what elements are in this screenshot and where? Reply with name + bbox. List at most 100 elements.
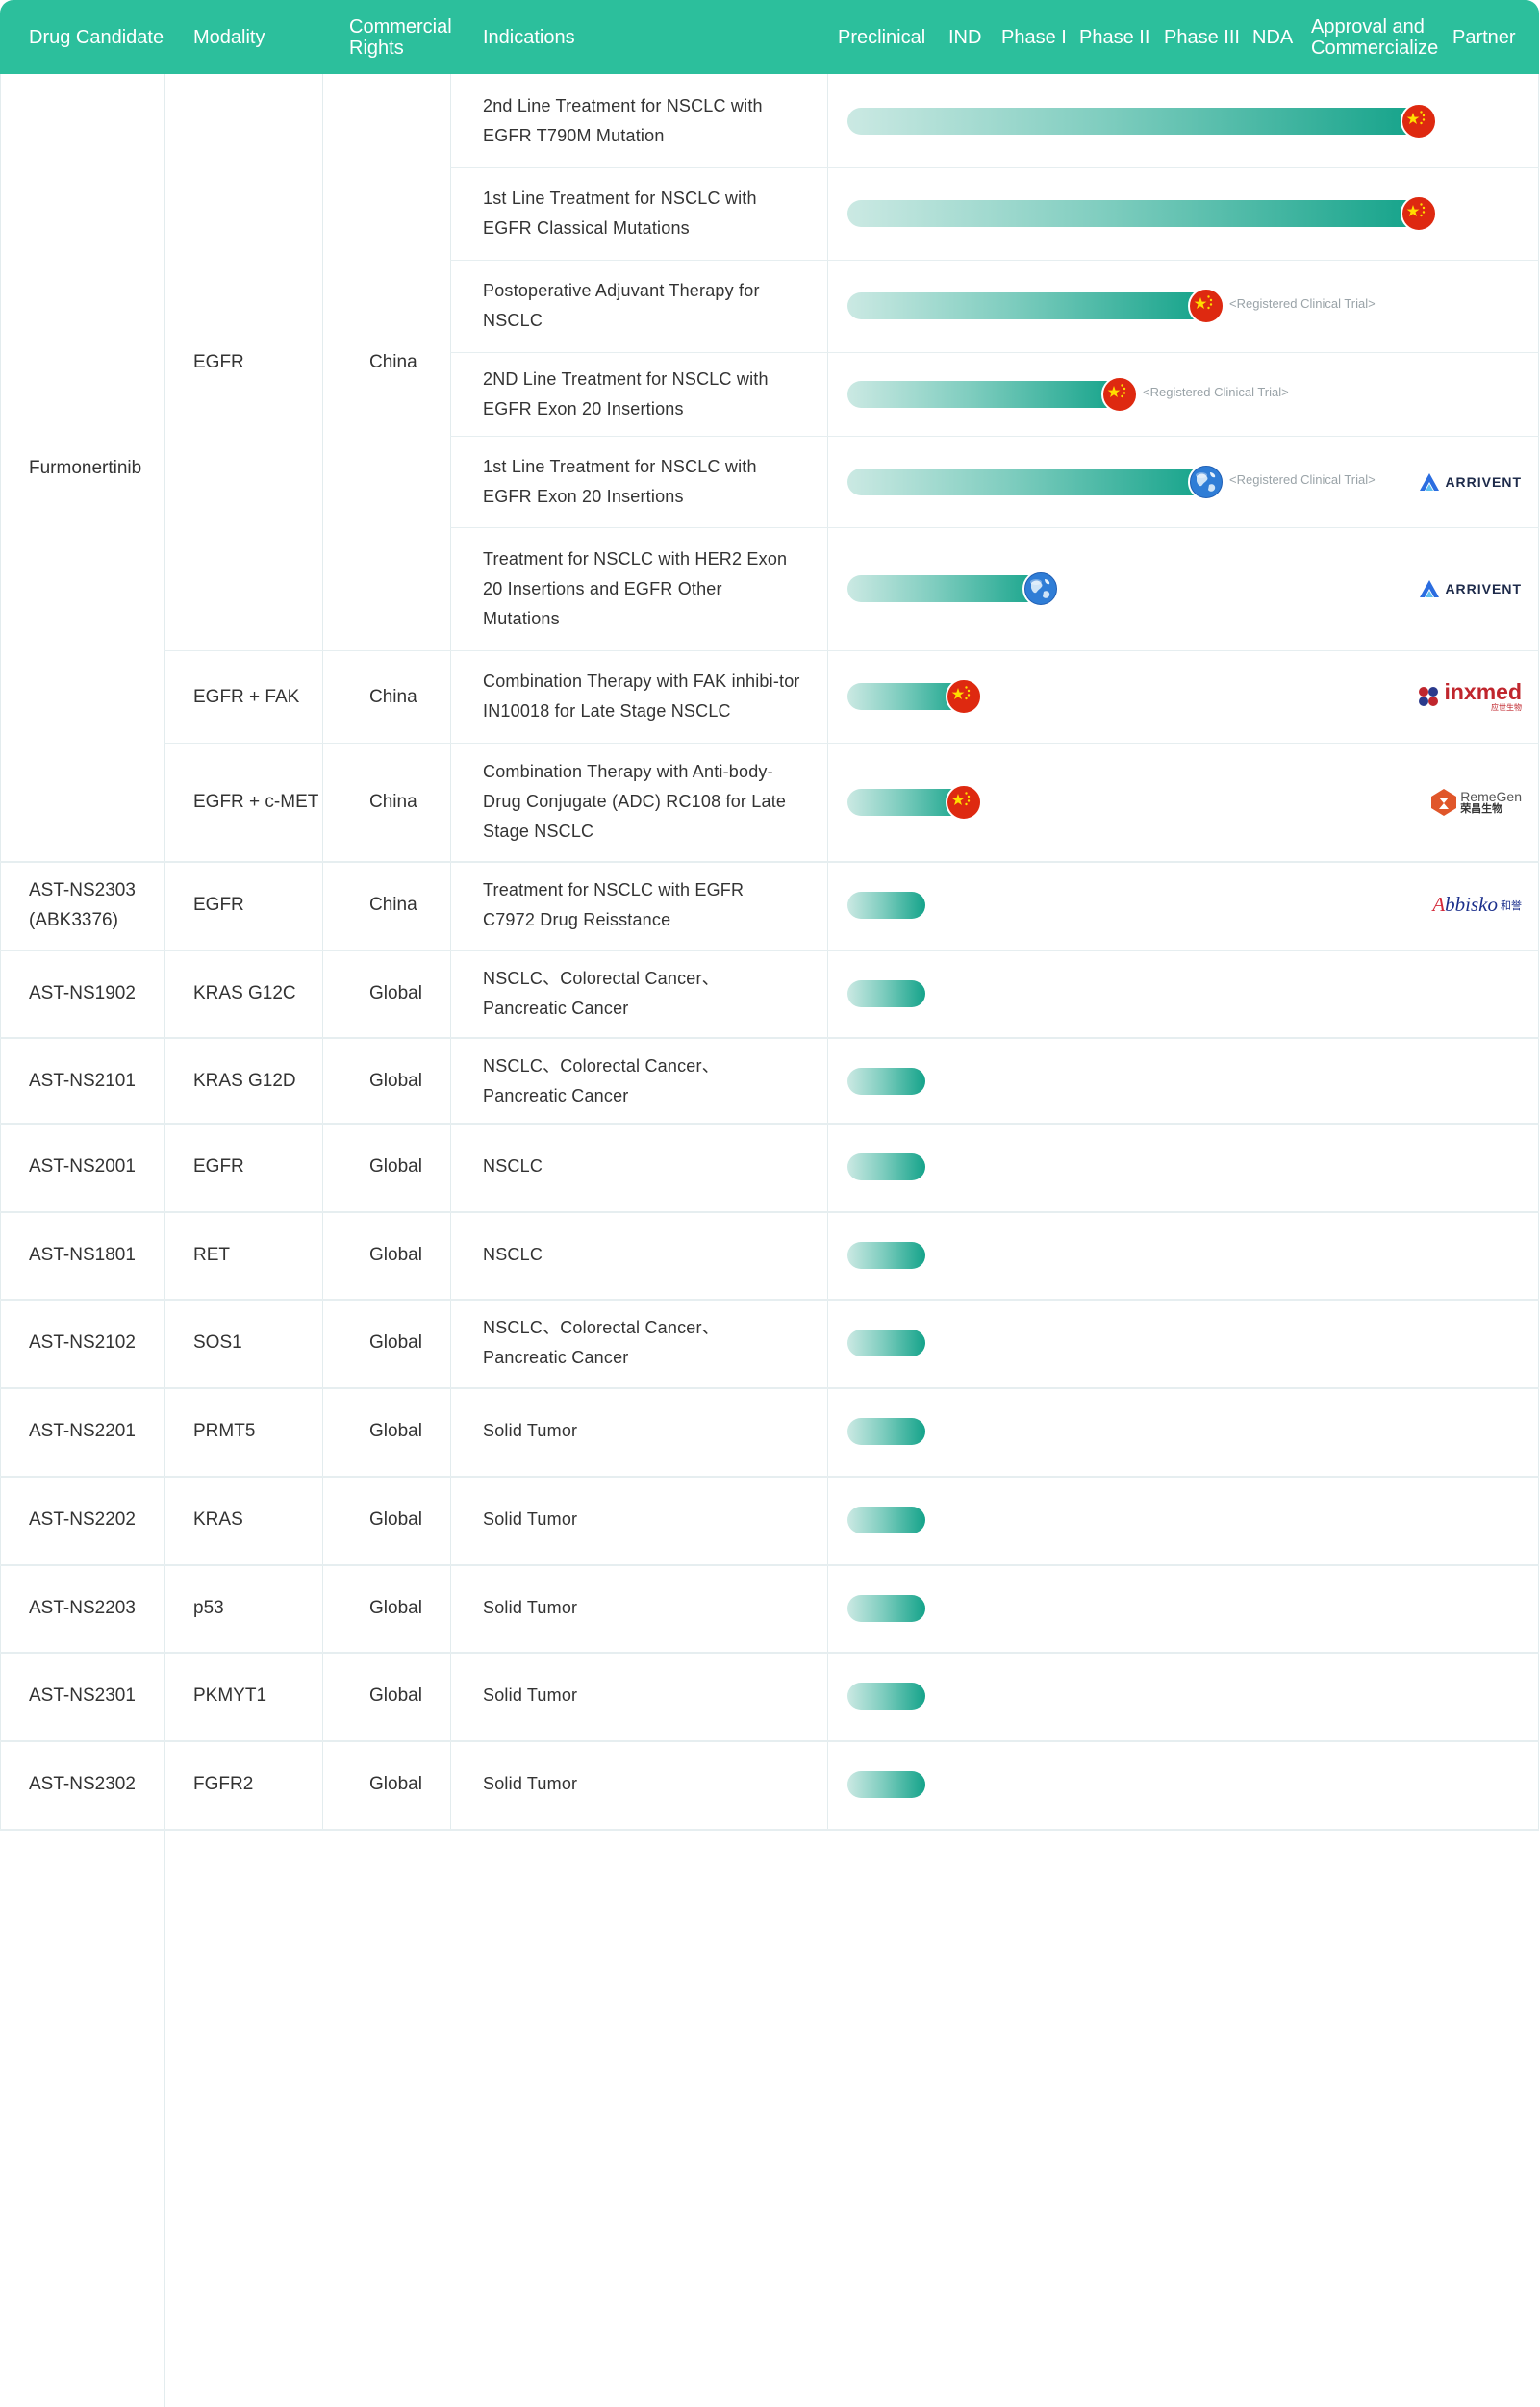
header-indications: Indications xyxy=(483,26,575,48)
rights-cell: Global xyxy=(369,1509,422,1530)
row-divider xyxy=(0,1299,1539,1301)
progress-bar xyxy=(847,468,1206,495)
progress-bar xyxy=(847,1682,925,1710)
drug-name: AST-NS2203 xyxy=(29,1598,136,1618)
globe-icon xyxy=(1022,570,1059,607)
indication-text: 2nd Line Treatment for NSCLC with EGFR T… xyxy=(483,95,763,145)
rights-cell: Global xyxy=(369,1071,422,1091)
header-ind: IND xyxy=(948,26,982,48)
header-partner: Partner xyxy=(1452,26,1516,48)
drug-name: AST-NS2301 xyxy=(29,1685,136,1706)
rights-cell: Global xyxy=(369,1685,422,1706)
china-flag-icon xyxy=(1401,102,1437,139)
globe-icon xyxy=(1188,463,1224,500)
modality-cell: RET xyxy=(193,1245,230,1265)
partner-logo: inxmed 应世生物 xyxy=(1417,650,1522,743)
header-phase-2: Phase II xyxy=(1079,26,1150,48)
indication-text: NSCLC、Colorectal Cancer、Pancreatic Cance… xyxy=(483,1317,720,1367)
progress-bar xyxy=(847,1770,925,1798)
drug-name: AST-NS2001 xyxy=(29,1156,136,1177)
row-divider xyxy=(164,743,1539,744)
indication-text: Solid Tumor xyxy=(483,1598,578,1617)
drug-name: AST-NS2303 (ABK3376) xyxy=(29,879,136,930)
indication-text: Postoperative Adjuvant Therapy for NSCLC xyxy=(483,281,760,330)
modality-cell: KRAS G12C xyxy=(193,983,296,1003)
drug-name-furmonertinib: Furmonertinib xyxy=(29,457,142,478)
indication-text: Solid Tumor xyxy=(483,1685,578,1705)
progress-bar xyxy=(847,1329,925,1356)
china-flag-icon xyxy=(946,783,982,821)
column-divider xyxy=(164,650,165,2407)
partner-logo: ARRIVENT xyxy=(1418,436,1522,527)
progress-bar xyxy=(847,979,925,1007)
table-border xyxy=(1538,74,1539,1831)
row-divider xyxy=(0,1037,1539,1039)
rights-cell: China xyxy=(369,352,417,372)
partner-logo: RemeGen 荣昌生物 xyxy=(1430,743,1522,861)
indication-text: 1st Line Treatment for NSCLC with EGFR C… xyxy=(483,189,757,238)
modality-cell: SOS1 xyxy=(193,1332,242,1353)
registered-trial-note: <Registered Clinical Trial> xyxy=(1229,296,1376,311)
rights-cell: Global xyxy=(369,1421,422,1441)
indication-text: 2ND Line Treatment for NSCLC with EGFR E… xyxy=(483,368,769,418)
row-divider xyxy=(0,1123,1539,1125)
indication-text: Solid Tumor xyxy=(483,1774,578,1793)
partner-name: ARRIVENT xyxy=(1445,473,1522,490)
row-divider xyxy=(450,167,1539,168)
row-divider xyxy=(0,861,1539,863)
row-divider xyxy=(0,1740,1539,1742)
partner-name: inxmed xyxy=(1444,678,1522,704)
modality-cell: EGFR xyxy=(193,895,244,915)
drug-name: AST-NS1801 xyxy=(29,1245,136,1265)
progress-bar xyxy=(847,1417,925,1445)
progress-bar xyxy=(847,683,964,710)
column-divider xyxy=(164,74,165,861)
registered-trial-note: <Registered Clinical Trial> xyxy=(1229,471,1376,487)
indication-text: NSCLC、Colorectal Cancer、Pancreatic Cance… xyxy=(483,968,720,1018)
rights-cell: Global xyxy=(369,983,422,1003)
header-nda: NDA xyxy=(1252,26,1294,48)
header-commercial-rights: Commercial Rights xyxy=(349,15,452,59)
header-modality: Modality xyxy=(193,26,265,48)
rights-cell: Global xyxy=(369,1598,422,1618)
modality-cell: PRMT5 xyxy=(193,1421,256,1441)
china-flag-icon xyxy=(1401,195,1437,232)
row-divider xyxy=(0,1211,1539,1213)
column-divider xyxy=(827,74,828,1831)
modality-cell: KRAS xyxy=(193,1509,243,1530)
partner-logo: ARRIVENT xyxy=(1418,527,1522,650)
progress-bar xyxy=(847,1594,925,1622)
modality-cell: EGFR + c-MET xyxy=(193,792,319,812)
table-header: Drug Candidate Modality Commercial Right… xyxy=(0,0,1539,74)
progress-bar xyxy=(847,292,1206,319)
rights-cell: Global xyxy=(369,1332,422,1353)
header-phase-3: Phase III xyxy=(1164,26,1240,48)
row-divider xyxy=(0,1476,1539,1478)
indication-text: Combination Therapy with Anti-body-Drug … xyxy=(483,762,787,841)
partner-logo: Abbisko 和誉 xyxy=(1432,893,1522,916)
rights-cell: China xyxy=(369,895,417,915)
row-divider xyxy=(0,1652,1539,1654)
row-divider xyxy=(164,650,1539,651)
column-divider xyxy=(322,74,323,1831)
header-preclinical: Preclinical xyxy=(838,26,926,48)
modality-cell: FGFR2 xyxy=(193,1774,254,1794)
drug-name: AST-NS1902 xyxy=(29,983,136,1003)
row-divider xyxy=(0,1387,1539,1389)
indication-text: Treatment for NSCLC with EGFR C7972 Drug… xyxy=(483,879,745,929)
china-flag-icon xyxy=(1188,288,1224,324)
modality-cell: EGFR xyxy=(193,1156,244,1177)
china-flag-icon xyxy=(1101,375,1138,413)
progress-bar xyxy=(847,107,1419,135)
progress-bar xyxy=(847,788,964,816)
row-divider xyxy=(0,950,1539,951)
progress-bar xyxy=(847,200,1419,227)
drug-name: AST-NS2102 xyxy=(29,1332,136,1353)
header-approval: Approval and Commercialize xyxy=(1311,15,1439,59)
indication-text: Combination Therapy with FAK inhibi-tor … xyxy=(483,671,800,721)
modality-cell: KRAS G12D xyxy=(193,1071,296,1091)
progress-bar xyxy=(847,891,925,919)
progress-bar xyxy=(847,1153,925,1180)
drug-name: AST-NS2202 xyxy=(29,1509,136,1530)
